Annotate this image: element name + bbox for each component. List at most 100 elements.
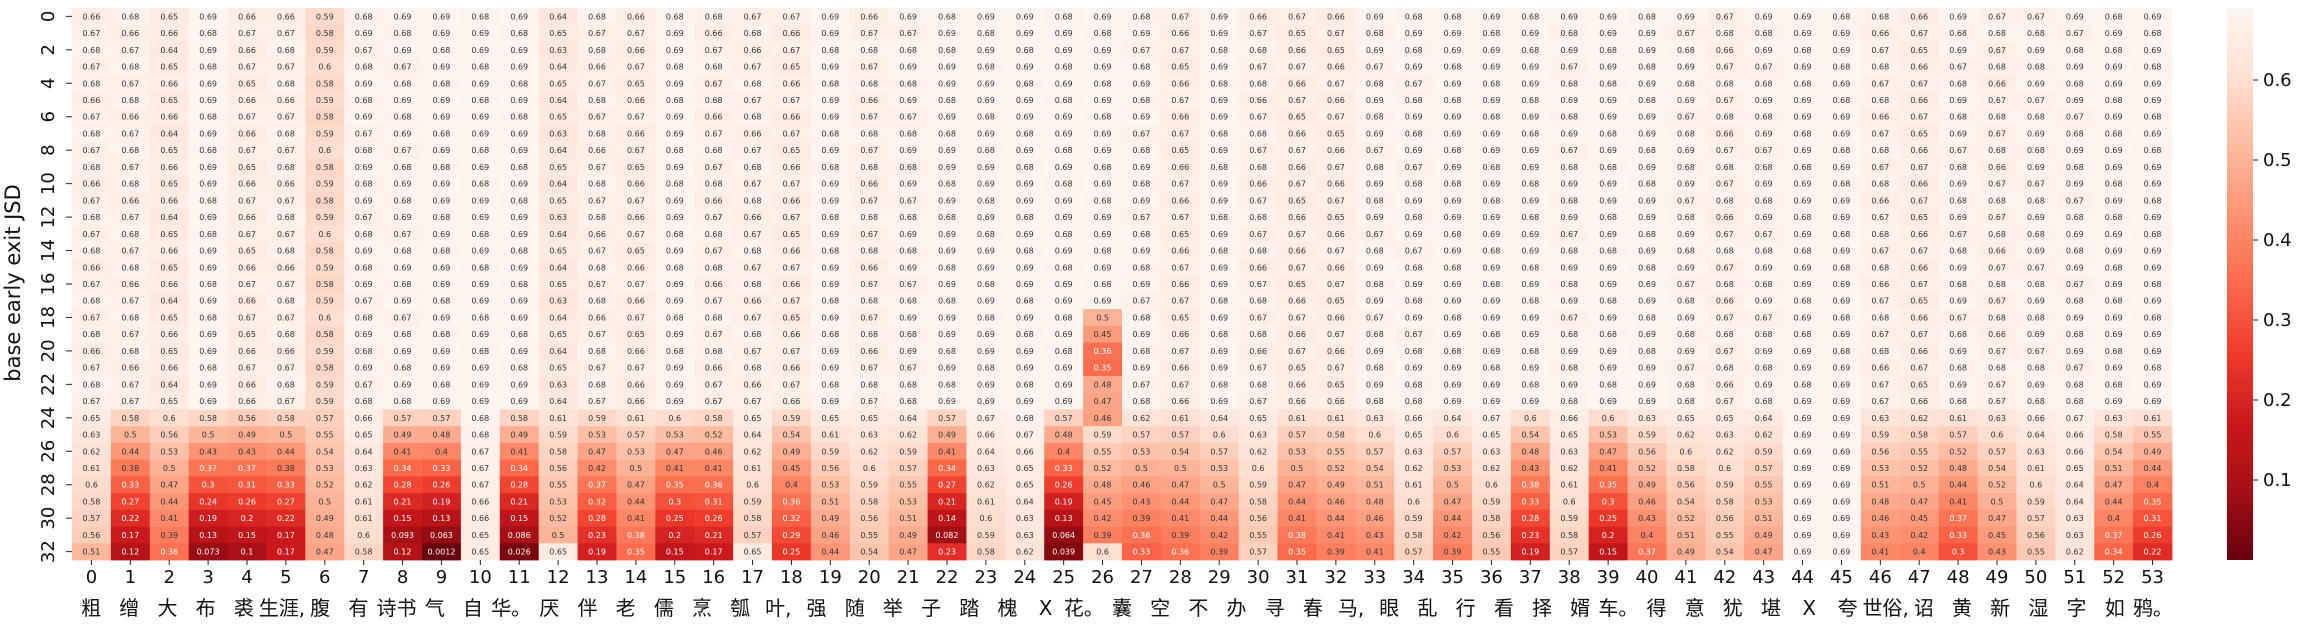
cell-annotation: 0.69 (394, 347, 412, 356)
cell-annotation: 0.24 (199, 497, 217, 506)
x-token-label: 华。 (491, 596, 531, 620)
cell-annotation: 0.68 (1755, 397, 1773, 406)
heatmap-cell (422, 41, 462, 59)
cell-annotation: 0.57 (1366, 447, 1384, 456)
cell-annotation: 0.55 (1716, 531, 1734, 540)
cell-annotation: 0.69 (1483, 129, 1501, 138)
cell-annotation: 0.69 (1521, 364, 1539, 373)
cell-annotation: 0.69 (899, 263, 917, 272)
heatmap-cell (227, 24, 267, 42)
cell-annotation: 0.48 (1094, 380, 1112, 389)
x-tick-label: 34 (1402, 567, 1425, 588)
cell-annotation: 0.66 (588, 63, 606, 72)
heatmap-cell (2133, 24, 2173, 42)
heatmap-cell (2094, 24, 2134, 42)
heatmap-cell (655, 24, 695, 42)
cell-annotation: 0.67 (238, 196, 256, 205)
heatmap-cell (1238, 225, 1278, 243)
heatmap-cell (927, 175, 967, 193)
cell-annotation: 0.69 (2144, 12, 2162, 21)
cell-annotation: 0.59 (316, 380, 334, 389)
cell-annotation: 0.38 (1288, 531, 1306, 540)
cell-annotation: 0.68 (2066, 297, 2084, 306)
cell-annotation: 0.69 (938, 230, 956, 239)
cell-annotation: 0.66 (238, 297, 256, 306)
cell-annotation: 0.53 (899, 497, 917, 506)
cell-annotation: 0.47 (1755, 548, 1773, 557)
cell-annotation: 0.69 (471, 163, 489, 172)
cell-annotation: 0.66 (1910, 397, 1928, 406)
cell-annotation: 0.67 (627, 364, 645, 373)
cell-annotation: 0.67 (783, 12, 801, 21)
heatmap-cell (1899, 208, 1940, 226)
cell-annotation: 0.67 (783, 180, 801, 189)
heatmap-cell (1666, 242, 1706, 260)
heatmap-cell (538, 141, 578, 159)
cell-annotation: 0.69 (1794, 180, 1812, 189)
cell-annotation: 0.67 (83, 280, 101, 289)
heatmap-cell (1199, 74, 1240, 93)
heatmap-cell (616, 192, 656, 210)
cell-annotation: 0.68 (1094, 29, 1112, 38)
cell-annotation: 0.66 (2066, 431, 2084, 440)
cell-annotation: 0.69 (199, 330, 217, 339)
heatmap-cell (1977, 175, 2017, 193)
heatmap-cell (305, 242, 345, 260)
heatmap-cell (1199, 242, 1240, 260)
heatmap-cell (694, 242, 734, 260)
cell-annotation: 0.67 (277, 113, 295, 122)
cell-annotation: 0.63 (549, 297, 567, 306)
heatmap-cell (1199, 24, 1240, 42)
cell-annotation: 0.43 (1521, 464, 1539, 473)
cell-annotation: 0.68 (1210, 380, 1228, 389)
heatmap-cell (1510, 192, 1551, 210)
cell-annotation: 0.68 (1755, 113, 1773, 122)
cell-annotation: 0.65 (1327, 213, 1345, 222)
cell-annotation: 0.68 (394, 247, 412, 256)
cell-annotation: 0.23 (1521, 531, 1539, 540)
cell-annotation: 0.69 (1210, 347, 1228, 356)
cell-annotation: 0.68 (1988, 364, 2006, 373)
cell-annotation: 0.66 (1716, 129, 1734, 138)
heatmap-cell (72, 158, 112, 176)
colorbar-ticks: 0.10.20.30.40.50.6 (2253, 70, 2292, 491)
cell-annotation: 0.69 (821, 263, 839, 272)
cell-annotation: 0.68 (1677, 129, 1695, 138)
cell-annotation: 0.65 (160, 180, 178, 189)
heatmap-cell (1627, 192, 1667, 210)
cell-annotation: 0.63 (549, 213, 567, 222)
cell-annotation: 0.68 (2066, 380, 2084, 389)
cell-annotation: 0.5 (163, 464, 176, 473)
cell-annotation: 0.65 (1288, 364, 1306, 373)
heatmap-cell (2094, 41, 2134, 59)
cell-annotation: 0.58 (2105, 431, 2123, 440)
x-tick-label: 51 (2063, 567, 2086, 588)
heatmap-cell (1938, 208, 1978, 226)
cell-annotation: 0.69 (977, 79, 995, 88)
cell-annotation: 0.69 (666, 297, 684, 306)
cell-annotation: 0.39 (1094, 531, 1112, 540)
heatmap-cell (422, 125, 462, 143)
cell-annotation: 0.67 (744, 263, 762, 272)
cell-annotation: 0.64 (1755, 414, 1773, 423)
heatmap-cell (460, 8, 501, 26)
cell-annotation: 0.69 (2027, 129, 2045, 138)
x-tick-label: 35 (1441, 567, 1464, 588)
cell-annotation: 0.68 (83, 163, 101, 172)
cell-annotation: 0.67 (355, 213, 373, 222)
heatmap-cell (1977, 58, 2017, 76)
cell-annotation: 0.68 (2144, 196, 2162, 205)
cell-annotation: 0.68 (821, 46, 839, 55)
heatmap-cell (149, 208, 190, 226)
heatmap-cell (305, 225, 345, 243)
cell-annotation: 0.68 (938, 12, 956, 21)
heatmap-cell (2055, 41, 2095, 59)
cell-annotation: 0.69 (2144, 79, 2162, 88)
cell-annotation: 0.69 (1949, 213, 1967, 222)
cell-annotation: 0.67 (588, 163, 606, 172)
cell-annotation: 0.69 (1833, 380, 1851, 389)
y-tick-label: 0 (38, 11, 59, 22)
cell-annotation: 0.67 (1716, 96, 1734, 105)
cell-annotation: 0.68 (1949, 247, 1967, 256)
heatmap-cell (110, 91, 151, 109)
